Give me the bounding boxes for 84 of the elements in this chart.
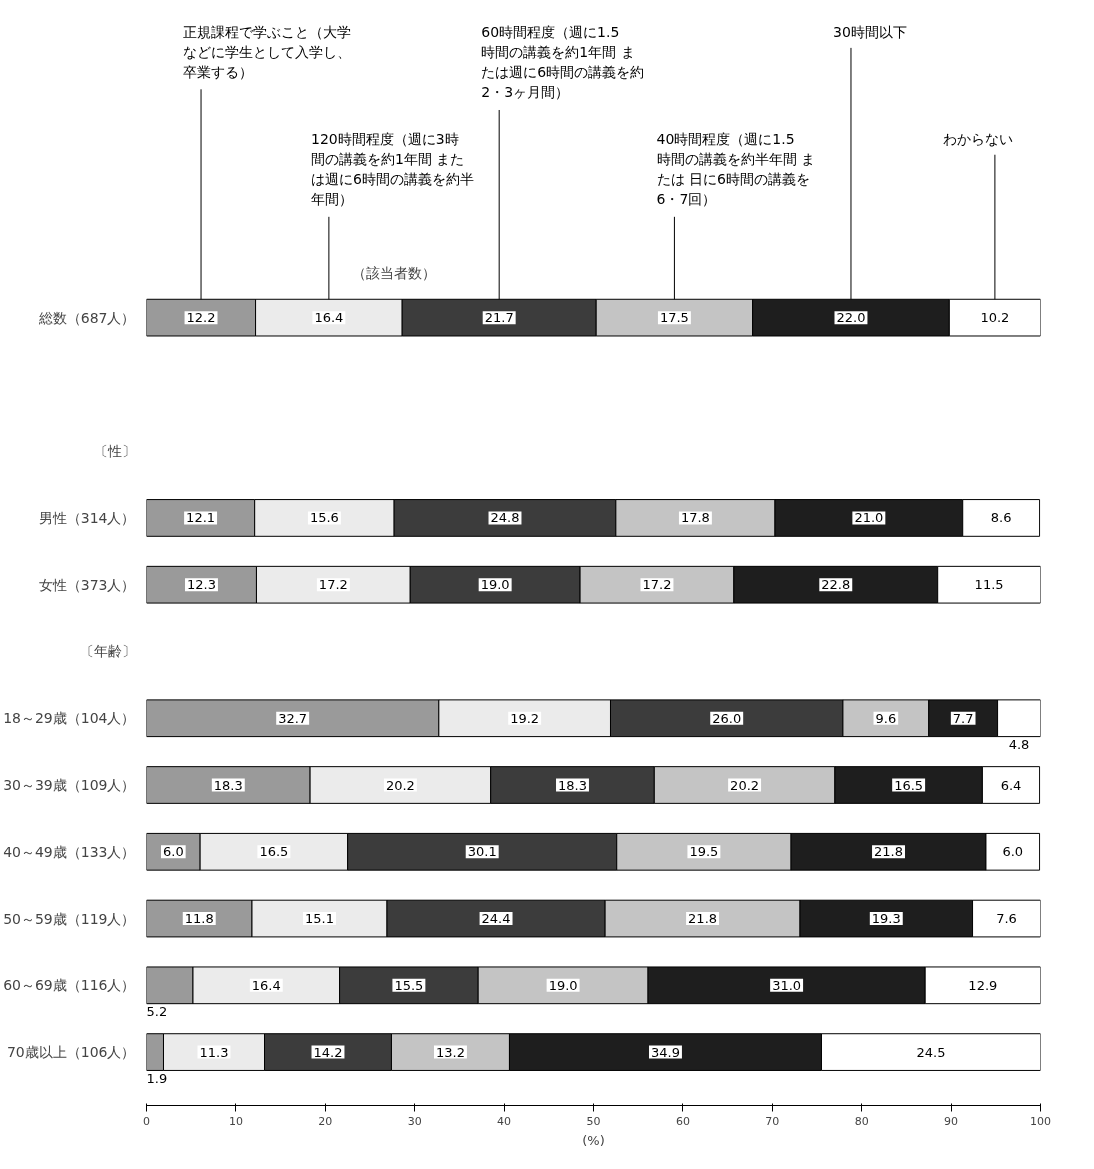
data-label: 15.1 xyxy=(305,911,334,927)
text: わからない xyxy=(942,130,1013,147)
data-label: 16.5 xyxy=(259,844,289,860)
x-tick-label: 70 xyxy=(765,1114,780,1128)
data-label: 24.8 xyxy=(490,510,520,526)
y-tick-label: 総数（687人） xyxy=(37,309,136,326)
data-label: 8.6 xyxy=(990,510,1012,526)
data-label: 4.8 xyxy=(1008,736,1030,752)
data-label: 34.9 xyxy=(650,1044,680,1060)
data-label: 24.4 xyxy=(481,911,511,927)
data-label: 20.2 xyxy=(385,777,415,793)
data-label: 24.5 xyxy=(916,1044,946,1060)
data-label: 19.0 xyxy=(548,977,578,993)
data-label: 26.0 xyxy=(712,710,742,726)
data-label: 32.7 xyxy=(278,710,308,726)
data-label: 9.6 xyxy=(875,710,897,726)
data-label: 12.2 xyxy=(186,310,216,326)
data-label: 11.5 xyxy=(974,577,1004,593)
data-label: 11.8 xyxy=(184,911,214,927)
data-label: 19.5 xyxy=(689,844,719,860)
data-label: 11.3 xyxy=(199,1044,229,1060)
data-label: 21.0 xyxy=(854,510,884,526)
data-label: 17.8 xyxy=(680,510,710,526)
text: 30時間以下 xyxy=(833,23,907,40)
data-label: 18.3 xyxy=(558,777,587,793)
data-label: 13.2 xyxy=(435,1044,465,1060)
data-label: 6.4 xyxy=(1000,777,1022,793)
data-label: 31.0 xyxy=(772,977,802,993)
data-label: 17.5 xyxy=(659,310,689,326)
data-label: 21.8 xyxy=(688,911,718,927)
y-tick-label: 40～49歳（133人） xyxy=(3,843,136,860)
data-label: 12.1 xyxy=(186,510,216,526)
x-tick-label: 10 xyxy=(228,1114,243,1128)
x-tick-label: 60 xyxy=(675,1114,690,1128)
data-label: 6.0 xyxy=(1002,844,1024,860)
y-tick-label: 70歳以上（106人） xyxy=(6,1044,136,1061)
data-label: 21.7 xyxy=(484,310,514,326)
data-label: 22.8 xyxy=(821,577,851,593)
data-label: 30.1 xyxy=(467,844,497,860)
x-tick-label: 30 xyxy=(407,1114,422,1128)
y-tick-label: 男性（314人） xyxy=(38,509,136,526)
data-label: 22.0 xyxy=(836,310,866,326)
data-label: 1.9 xyxy=(146,1070,168,1086)
data-label: 18.3 xyxy=(213,777,243,793)
x-axis-title: (%) xyxy=(582,1132,605,1148)
data-label: 7.6 xyxy=(996,911,1017,927)
x-tick-label: 40 xyxy=(497,1114,512,1128)
data-label: 12.3 xyxy=(187,577,216,593)
text: 120時間程度（週に3時間の講義を約1年間 または週に6時間の講義を約半年間） xyxy=(311,130,474,207)
text: 正規課程で学ぶこと（大学などに学生として入学し、卒業する） xyxy=(183,23,352,80)
y-tick-label: 〔性〕 xyxy=(93,443,136,460)
data-label: 19.3 xyxy=(871,911,901,927)
x-tick-label: 50 xyxy=(586,1114,601,1128)
data-label: 10.2 xyxy=(980,310,1010,326)
x-tick-label: 0 xyxy=(143,1114,150,1128)
x-tick-label: 90 xyxy=(944,1114,959,1128)
y-tick-label: 女性（373人） xyxy=(38,576,136,593)
data-label: 16.4 xyxy=(251,977,281,993)
y-tick-label: 〔年齢〕 xyxy=(79,643,136,660)
data-label: 20.2 xyxy=(730,777,760,793)
data-label: 19.2 xyxy=(510,710,540,726)
text: 60時間程度（週に1.5時間の講義を約1年間 または週に6時間の講義を約2・3ヶ月間） xyxy=(481,23,645,100)
y-tick-label: 18～29歳（104人） xyxy=(3,710,136,727)
data-label: 16.4 xyxy=(314,310,344,326)
x-tick-label: 20 xyxy=(318,1114,333,1128)
data-label: 19.0 xyxy=(480,577,510,593)
data-label: 16.5 xyxy=(894,777,924,793)
data-label: 14.2 xyxy=(313,1044,343,1060)
y-tick-label: 30～39歳（109人） xyxy=(3,777,136,794)
data-label: 5.2 xyxy=(146,1004,168,1020)
data-label: 17.2 xyxy=(642,577,672,593)
data-label: 12.9 xyxy=(968,977,998,993)
data-label: 15.5 xyxy=(394,977,424,993)
data-label: 6.0 xyxy=(162,844,184,860)
x-tick-label: 100 xyxy=(1030,1114,1051,1128)
data-label: 21.8 xyxy=(874,844,903,860)
y-tick-label: 60～69歳（116人） xyxy=(3,977,136,994)
data-label: 7.7 xyxy=(952,710,974,726)
y-tick-label: 50～59歳（119人） xyxy=(3,910,136,927)
text: 40時間程度（週に1.5時間の講義を約半年間 または 日に6時間の講義を6・7回） xyxy=(656,130,815,207)
text: （該当者数） xyxy=(351,264,436,281)
data-label: 17.2 xyxy=(318,577,348,593)
data-label: 15.6 xyxy=(309,510,339,526)
x-tick-label: 80 xyxy=(854,1114,869,1128)
